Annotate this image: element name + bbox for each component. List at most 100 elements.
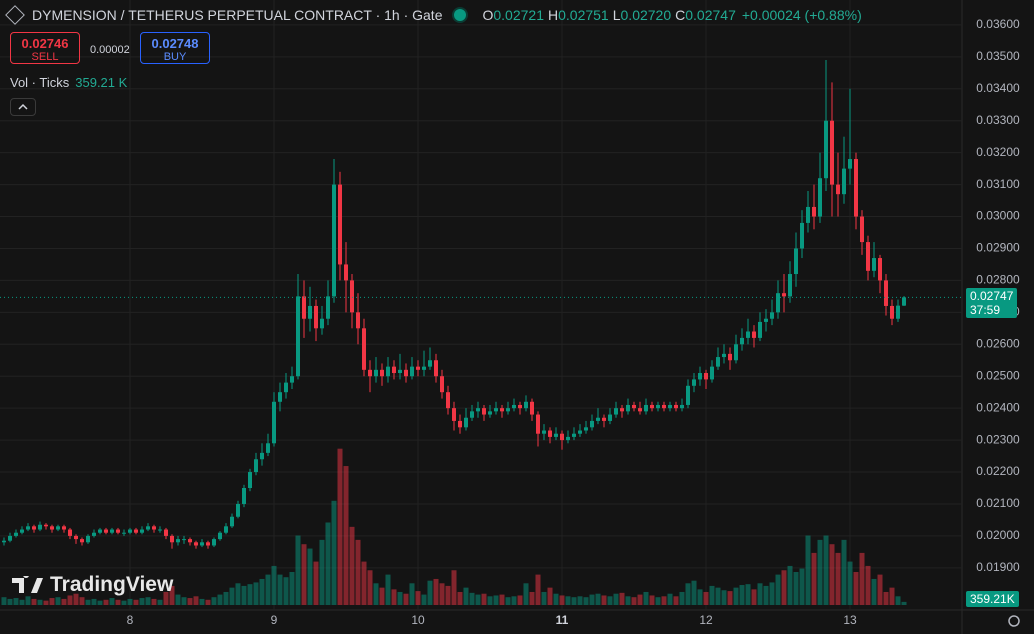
spread: 0.00002	[90, 44, 130, 56]
candle-body	[350, 280, 355, 313]
candle-body	[374, 369, 379, 377]
candle-body	[242, 488, 247, 504]
candle-body	[823, 120, 828, 179]
volume-bar	[637, 594, 643, 605]
volume-bar	[613, 593, 619, 605]
volume-bar	[91, 598, 97, 605]
candle-body	[380, 369, 385, 377]
candle-body	[452, 408, 457, 421]
candle-body	[697, 373, 702, 380]
volume-bar	[223, 591, 229, 605]
volume-bar	[73, 593, 79, 605]
candle-body	[128, 529, 133, 533]
ohlc-value: 0.02720	[620, 7, 672, 23]
candle-body	[613, 408, 618, 415]
volume-bar	[871, 578, 877, 605]
volume-bar	[265, 574, 271, 605]
buy-button[interactable]: 0.02748 BUY	[140, 32, 210, 64]
volume-bar	[877, 574, 883, 605]
volume-bar	[439, 583, 445, 605]
candle-body	[326, 296, 331, 319]
volume-bar	[901, 601, 907, 605]
candle-body	[92, 532, 97, 536]
volume-bar	[673, 596, 679, 605]
candle-body	[637, 408, 642, 412]
candle-body	[667, 404, 672, 409]
market-status[interactable]	[454, 9, 467, 21]
candle-body	[721, 353, 726, 358]
volume-bar	[253, 582, 259, 605]
ohlc-value: 0.02751	[558, 7, 609, 23]
volume-bar	[133, 599, 139, 605]
volume-bar	[343, 466, 349, 605]
candle-body	[583, 427, 588, 431]
volume-bar	[355, 539, 361, 605]
candle-body	[499, 408, 504, 412]
candle-body	[284, 382, 289, 393]
candle-body	[751, 331, 756, 338]
volume-bar	[349, 526, 355, 605]
volume-bar	[433, 578, 439, 605]
candle-body	[757, 321, 762, 338]
candle-body	[703, 373, 708, 380]
collapse-button[interactable]	[10, 98, 36, 116]
volume-bar	[277, 574, 283, 605]
legend-header: DYMENSION / TETHERUS PERPETUAL CONTRACT …	[5, 5, 862, 25]
volume-bar	[469, 592, 475, 605]
candle-body	[20, 529, 25, 533]
candle-body	[410, 366, 415, 377]
volume-bar	[625, 596, 631, 605]
candle-body	[158, 529, 163, 531]
volume-bar	[229, 587, 235, 605]
volume-bar	[37, 599, 43, 605]
candle-body	[356, 312, 361, 329]
candle-body	[86, 535, 91, 543]
candle-body	[505, 408, 510, 412]
candle-body	[877, 258, 882, 281]
candle-body	[829, 120, 834, 185]
volume-bar	[577, 596, 583, 605]
volume-bar	[505, 597, 511, 605]
volume-bar	[727, 591, 733, 605]
candle-body	[781, 293, 786, 297]
sell-button[interactable]: 0.02746 SELL	[10, 32, 80, 64]
candle-body	[56, 526, 61, 530]
candle-body	[344, 264, 349, 281]
volume-bar	[283, 577, 289, 605]
ohlc-value: 0.02721	[493, 7, 544, 23]
volume-bar	[301, 544, 307, 605]
y-tick-label: 0.03200	[976, 145, 1020, 159]
volume-pane	[1, 448, 907, 605]
candle-body	[811, 206, 816, 217]
x-tick-label: 10	[411, 613, 425, 627]
chart-title: DYMENSION / TETHERUS PERPETUAL CONTRACT …	[32, 7, 443, 23]
candle-body	[26, 526, 31, 530]
candle-body	[565, 436, 570, 441]
volume-bar	[463, 587, 469, 605]
y-tick-label: 0.02500	[976, 368, 1020, 382]
candle-body	[476, 408, 480, 412]
y-tick-label: 0.02800	[976, 273, 1020, 287]
candle-body	[302, 296, 307, 319]
candle-body	[631, 404, 636, 409]
volume-bar	[517, 595, 523, 605]
candle-body	[493, 408, 498, 412]
x-tick-label: 13	[843, 613, 857, 627]
candle-body	[134, 529, 139, 533]
volume-bar	[49, 598, 55, 605]
volume-bar	[667, 593, 673, 605]
candle-body	[38, 524, 43, 530]
volume-bar	[7, 598, 13, 605]
candle-body	[541, 430, 546, 434]
candle-body	[853, 159, 858, 217]
volume-bar	[889, 587, 895, 605]
candle-body	[236, 503, 241, 517]
settings-icon[interactable]	[1008, 615, 1020, 627]
candle-body	[230, 516, 235, 527]
volume-bar	[865, 565, 871, 605]
candle-body	[883, 280, 888, 306]
sell-label: SELL	[31, 51, 59, 63]
candle-body	[547, 430, 552, 437]
volume-bar	[763, 585, 769, 605]
